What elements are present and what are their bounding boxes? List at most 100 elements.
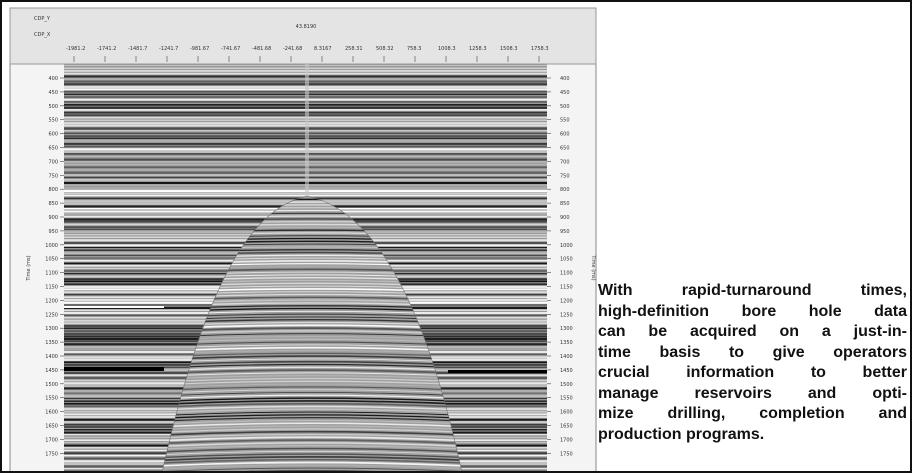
arch-reflector xyxy=(162,360,462,366)
arch-reflector xyxy=(162,380,462,386)
x-tick-label: 758.3 xyxy=(407,46,421,52)
y-tick-label-right: 650 xyxy=(560,146,570,152)
caption-line: high-definition bore hole data xyxy=(598,302,907,320)
y-tick-label: 850 xyxy=(48,201,58,207)
y-tick-label-right: 1400 xyxy=(560,354,573,360)
y-tick-label: 950 xyxy=(48,229,58,235)
y-tick-label-right: 900 xyxy=(560,215,570,221)
caption-line: time basis to give operators xyxy=(598,343,907,361)
arch-reflector xyxy=(162,414,462,420)
y-tick-label: 1650 xyxy=(45,424,58,430)
y-tick-label: 1350 xyxy=(45,340,58,346)
y-tick-label: 1000 xyxy=(45,243,58,249)
y-tick-label: 1100 xyxy=(45,271,58,277)
x-tick-label: -741.67 xyxy=(221,46,240,52)
y-tick-label-right: 1200 xyxy=(560,298,573,304)
arch-reflector xyxy=(162,392,462,397)
y-tick-label: 1600 xyxy=(45,410,58,416)
seismic-figure: CDP_Y CDP_X 43.8190 Time (ms) Time (ms) … xyxy=(9,7,597,471)
strong-reflector xyxy=(448,370,547,373)
y-tick-label: 1500 xyxy=(45,382,58,388)
arch-reflector xyxy=(162,389,462,394)
y-tick-label: 600 xyxy=(48,132,58,138)
arch-reflector xyxy=(162,467,462,471)
y-tick-label-right: 1350 xyxy=(560,340,573,346)
y-tick-label-right: 1600 xyxy=(560,410,573,416)
arch-reflector xyxy=(162,402,462,408)
y-tick-label-right: 1700 xyxy=(560,437,573,443)
arch-reflector xyxy=(162,453,462,459)
arch-reflector xyxy=(162,445,462,450)
y-tick-label-right: 500 xyxy=(560,104,570,110)
y-tick-label-right: 700 xyxy=(560,159,570,165)
y-tick-label-right: 1100 xyxy=(560,271,573,277)
x-tick-label: -981.67 xyxy=(190,46,209,52)
y-tick-label: 1150 xyxy=(45,285,58,291)
caption-line: production programs. xyxy=(598,425,765,443)
y-tick-label-right: 1250 xyxy=(560,312,573,318)
caption-line: With rapid-turnaround times, xyxy=(598,282,907,299)
cdp-y-label: CDP_Y xyxy=(34,16,51,22)
y-tick-label-right: 550 xyxy=(560,118,570,124)
y-tick-label-right: 1050 xyxy=(560,257,573,263)
y-tick-label: 1550 xyxy=(45,396,58,402)
arch-reflector xyxy=(162,428,462,434)
x-tick-label: -1741.2 xyxy=(97,46,116,52)
cdp-x-label: CDP_X xyxy=(34,32,51,38)
header-band xyxy=(9,7,597,65)
y-tick-label: 550 xyxy=(48,118,58,124)
arch-reflector xyxy=(162,375,462,380)
x-tick-label: -1241.7 xyxy=(159,46,178,52)
y-axis-label: Time (ms) xyxy=(26,255,32,281)
y-tick-label: 700 xyxy=(48,159,58,165)
arch-reflector xyxy=(162,430,462,437)
arch-reflector xyxy=(162,386,462,391)
arch-reflector xyxy=(162,355,462,361)
x-tick-label: -241.68 xyxy=(283,46,302,52)
arch-reflector xyxy=(162,442,462,448)
x-tick-label: 1008.3 xyxy=(438,46,456,52)
y-tick-label: 800 xyxy=(48,187,58,193)
x-tick-label: -1481.7 xyxy=(128,46,147,52)
arch-reflector xyxy=(162,352,462,358)
cdp-y-value: 43.8190 xyxy=(296,24,317,30)
y-tick-label: 650 xyxy=(48,146,58,152)
arch-reflector xyxy=(162,450,462,456)
arch-reflector xyxy=(162,397,462,403)
y-tick-label-right: 1000 xyxy=(560,243,573,249)
x-tick-label: -1981.2 xyxy=(66,46,85,52)
y-tick-label-right: 1500 xyxy=(560,382,573,388)
strong-reflector xyxy=(64,367,164,371)
arch-reflector xyxy=(162,422,462,428)
arch-reflector xyxy=(162,372,462,377)
y-tick-label: 400 xyxy=(48,76,58,82)
arch-reflector xyxy=(162,358,462,363)
caption-line: can be acquired on a just-in- xyxy=(598,323,907,340)
y-tick-label-right: 950 xyxy=(560,229,570,235)
y-tick-label-right: 450 xyxy=(560,90,570,96)
y-tick-label-right: 1150 xyxy=(560,285,573,291)
arch-reflector xyxy=(162,383,462,389)
y-tick-label: 1200 xyxy=(45,298,58,304)
arch-reflector xyxy=(162,417,462,422)
y-tick-label-right: 1550 xyxy=(560,396,573,402)
y-tick-label: 750 xyxy=(48,173,58,179)
caption-line: mize drilling, completion and xyxy=(598,405,907,422)
strong-reflector xyxy=(64,306,164,308)
caption-line: crucial information to better xyxy=(598,364,907,381)
y-tick-label: 1400 xyxy=(45,354,58,360)
x-tick-label: 8.3167 xyxy=(314,46,332,52)
y-tick-label-right: 750 xyxy=(560,173,570,179)
arch-reflector xyxy=(162,419,462,425)
x-tick-label: 508.32 xyxy=(376,46,394,52)
y-tick-label: 1050 xyxy=(45,257,58,263)
x-tick-label: 258.31 xyxy=(345,46,363,52)
y-tick-label: 1750 xyxy=(45,451,58,457)
arch-reflector xyxy=(162,377,462,383)
y-axis-label-right: Time (ms) xyxy=(590,254,596,280)
arch-reflector xyxy=(162,394,462,400)
arch-reflector xyxy=(162,447,462,453)
arch-reflector xyxy=(162,366,462,372)
arch-edge xyxy=(162,196,462,471)
x-tick-label: 1508.3 xyxy=(500,46,518,52)
